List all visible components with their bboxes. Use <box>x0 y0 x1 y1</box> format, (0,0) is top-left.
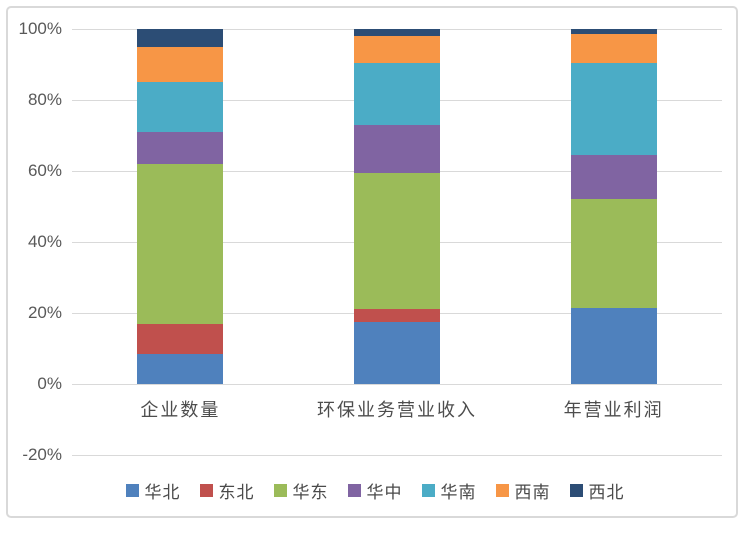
bar-segment-东北 <box>137 323 224 354</box>
legend-label: 华北 <box>144 483 181 502</box>
legend-label: 华东 <box>292 483 329 502</box>
x-axis-category-label: 企业数量 <box>140 400 221 420</box>
bar-segment-华中 <box>570 155 657 200</box>
y-axis-tick-labels: 100% 80% 60% 40% 20% 0% -20% <box>0 19 62 464</box>
bar-segment-华东 <box>570 199 657 308</box>
x-axis-category-label: 年营业利润 <box>563 400 664 420</box>
legend-label: 西南 <box>514 483 551 502</box>
legend-item-华中: 华中 <box>347 478 403 503</box>
bar-segment-华南 <box>354 62 440 125</box>
legend-item-华东: 华东 <box>273 478 329 503</box>
y-axis-tick-label: -20% <box>22 445 62 464</box>
plot-area <box>72 29 722 456</box>
legend-item-华南: 华南 <box>421 478 477 503</box>
y-axis-tick-label: 20% <box>27 303 62 322</box>
legend-label: 西北 <box>588 483 625 502</box>
x-axis-category-labels: 企业数量 环保业务营业收入 年营业利润 <box>72 396 722 422</box>
bar-segment-东北 <box>354 309 440 322</box>
y-axis-tick-label: 80% <box>27 90 62 109</box>
legend-item-华北: 华北 <box>125 478 181 503</box>
x-axis-category-label: 环保业务营业收入 <box>317 400 477 420</box>
y-axis-tick-label: 100% <box>18 19 62 38</box>
legend-item-西北: 西北 <box>569 478 625 503</box>
legend-item-东北: 东北 <box>199 478 255 503</box>
bar-segment-西北 <box>137 29 224 47</box>
legend-label: 华南 <box>440 483 477 502</box>
legend-swatch-icon <box>495 484 509 497</box>
bar-segment-华北 <box>570 307 657 384</box>
legend-item-西南: 西南 <box>495 478 551 503</box>
y-axis-tick-label: 0% <box>37 374 62 393</box>
stacked-bar-环保业务营业收入 <box>354 29 440 384</box>
legend-swatch-icon <box>347 484 361 497</box>
legend-swatch-icon <box>125 484 139 497</box>
gridline <box>72 455 722 456</box>
bar-segment-西南 <box>137 46 224 83</box>
bar-segment-华南 <box>137 82 224 132</box>
legend-label: 东北 <box>218 483 255 502</box>
legend-swatch-icon <box>421 484 435 497</box>
bar-segment-华东 <box>354 172 440 310</box>
legend-swatch-icon <box>199 484 213 497</box>
y-axis-tick-label: 40% <box>27 232 62 251</box>
bar-segment-华中 <box>354 124 440 173</box>
stacked-bar-企业数量 <box>137 29 224 384</box>
bar-segment-西北 <box>570 29 657 35</box>
bar-segment-西北 <box>354 29 440 37</box>
legend-swatch-icon <box>569 484 583 497</box>
bar-segment-华中 <box>137 131 224 164</box>
bar-segment-华南 <box>570 62 657 155</box>
bar-segment-华东 <box>137 163 224 324</box>
bar-segment-华北 <box>354 321 440 384</box>
bar-segment-西南 <box>570 34 657 63</box>
chart-legend: 华北 东北 华东 华中 华南 西南 西北 <box>0 478 750 503</box>
legend-swatch-icon <box>273 484 287 497</box>
bar-segment-华北 <box>137 353 224 384</box>
legend-label: 华中 <box>366 483 403 502</box>
y-axis-tick-label: 60% <box>27 161 62 180</box>
stacked-bar-年营业利润 <box>570 29 657 384</box>
gridline <box>72 384 722 385</box>
bar-segment-西南 <box>354 36 440 63</box>
